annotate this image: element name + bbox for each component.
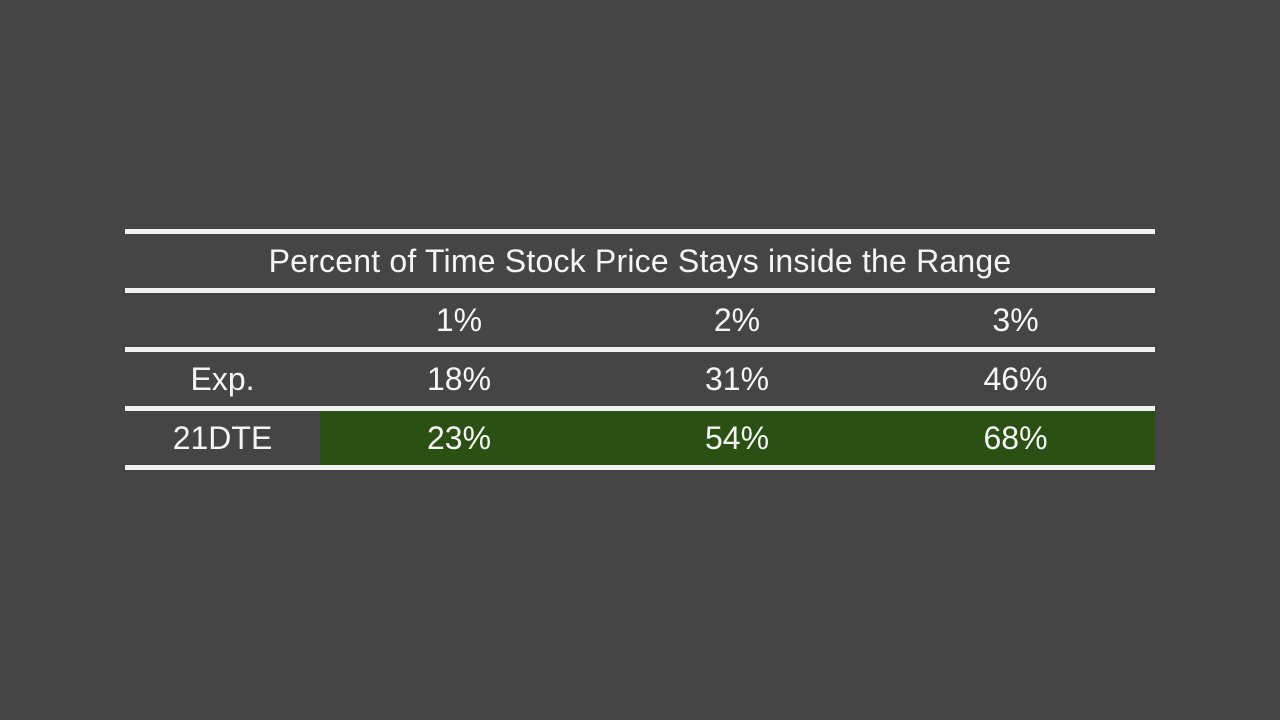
cell-21dte-2pct: 54% [598, 408, 876, 468]
title-row: Percent of Time Stock Price Stays inside… [125, 232, 1156, 291]
range-probability-table: Percent of Time Stock Price Stays inside… [125, 229, 1156, 470]
header-cell-1pct: 1% [435, 302, 483, 338]
cell-exp-1pct: 18% [426, 361, 492, 397]
cell-exp-2pct: 31% [704, 361, 770, 397]
table-row-exp: Exp. 18% 31% 46% [125, 350, 1156, 409]
data-table: Percent of Time Stock Price Stays inside… [125, 229, 1156, 470]
header-row: 1% 2% 3% [125, 291, 1156, 350]
cell-21dte-3pct: 68% [876, 408, 1156, 468]
header-cell-2pct: 2% [713, 302, 761, 338]
table-row-21dte: 21DTE 23% 54% 68% [125, 408, 1156, 468]
header-cell-empty [125, 291, 320, 350]
table-title: Percent of Time Stock Price Stays inside… [268, 243, 1012, 279]
cell-21dte-1pct: 23% [320, 408, 598, 468]
header-cell-3pct: 3% [992, 302, 1039, 338]
cell-exp-3pct: 46% [983, 361, 1048, 397]
row-label-21dte: 21DTE [172, 420, 273, 456]
row-label-exp: Exp. [190, 361, 255, 397]
